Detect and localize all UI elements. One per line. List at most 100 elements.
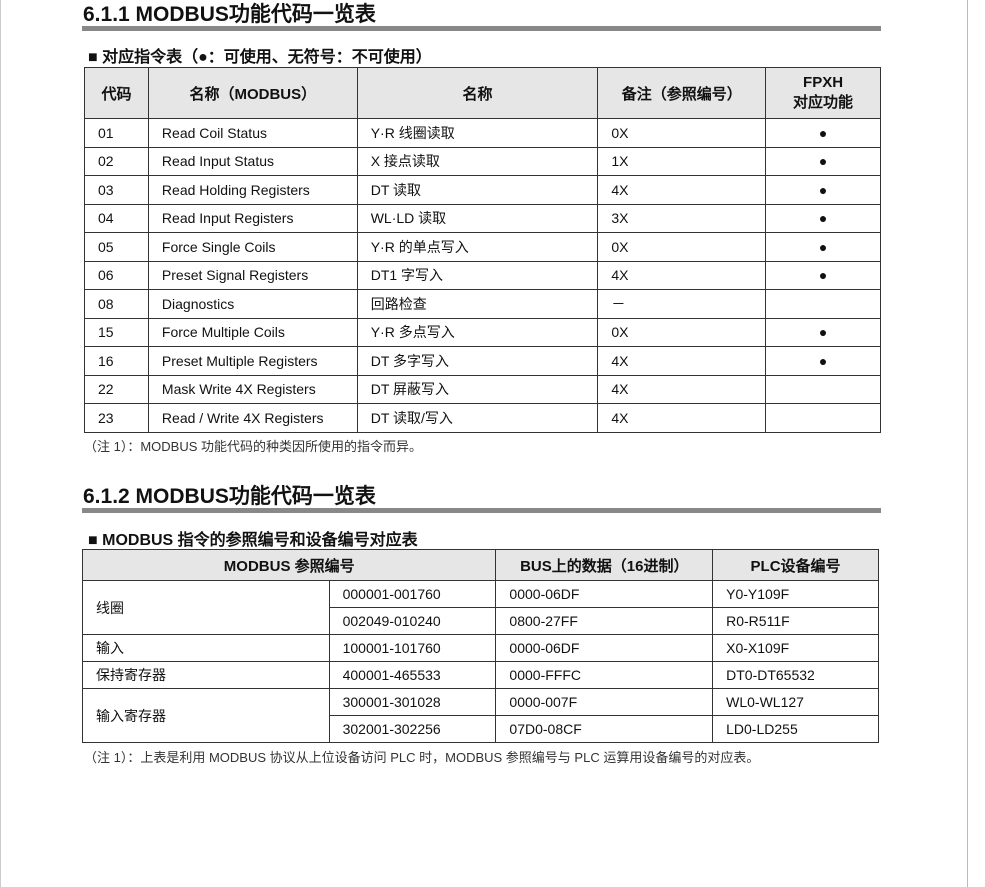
table-row: 302001-302256 07D0-08CF LD0-LD255 [83, 715, 879, 743]
table-cell: 01 [84, 118, 149, 148]
column-header: 名称（MODBUS） [147, 67, 358, 119]
table-cell: LD0-LD255 [712, 715, 879, 743]
table-row: 03 Read Holding Registers DT 读取 4X ● [84, 175, 881, 205]
table-row: 01 Read Coil Status Y·R 线圈读取 0X ● [84, 118, 881, 148]
table-cell: 22 [84, 374, 149, 404]
column-header: 备注（参照编号） [597, 67, 767, 119]
table-cell: 03 [84, 175, 149, 205]
table-cell: 15 [84, 317, 149, 347]
table-cell: 400001-465533 [328, 661, 497, 689]
table-row: 输入 100001-101760 0000-06DF X0-X109F [82, 634, 879, 662]
table-cell: 300001-301028 [328, 688, 497, 716]
table-cell: X0-X109F [712, 634, 879, 662]
table-row: 16 Preset Multiple Registers DT 多字写入 4X ● [84, 346, 881, 376]
column-header: PLC设备编号 [712, 549, 879, 581]
table-cell: 4X [597, 403, 767, 433]
table-cell: WL0-WL127 [712, 688, 879, 716]
table-cell: － [597, 289, 767, 319]
table-row: 22 Mask Write 4X Registers DT 屏蔽写入 4X [84, 374, 881, 404]
table-cell: 0000-06DF [495, 634, 714, 662]
table-cell: 1X [597, 146, 767, 176]
table-cell: DT0-DT65532 [712, 661, 879, 689]
table-cell: 05 [84, 232, 149, 262]
table-cell: Preset Signal Registers [147, 260, 358, 290]
device-type-cell: 保持寄存器 [82, 661, 330, 689]
table-cell: 4X [597, 346, 767, 376]
table-row: 线圈 000001-001760 0000-06DF Y0-Y109F [82, 580, 879, 635]
note-2: （注 1）：上表是利用 MODBUS 协议从上位设备访问 PLC 时，MODBU… [84, 750, 760, 765]
subtitle-2: ■ MODBUS 指令的参照编号和设备编号对应表 [88, 532, 418, 549]
reference-mapping-table: MODBUS 参照编号 BUS上的数据（16进制） PLC设备编号 线圈 000001-… [81, 549, 879, 743]
table-cell: DT 读取/写入 [356, 403, 599, 433]
supported-indicator [765, 374, 881, 404]
table-cell: Read Input Registers [147, 203, 358, 233]
table-cell: 0X [597, 232, 767, 262]
table-row: 02 Read Input Status X 接点读取 1X ● [84, 146, 881, 176]
table-cell: DT 多字写入 [356, 346, 599, 376]
device-type-cell: 线圈 [82, 580, 330, 635]
table-cell: 000001-001760 [328, 580, 497, 608]
supported-indicator: ● [765, 260, 881, 290]
table-cell: 06 [84, 260, 149, 290]
table-cell: Y·R 的单点写入 [356, 232, 599, 262]
supported-indicator: ● [765, 118, 881, 148]
table-cell: 23 [84, 403, 149, 433]
table-row: 保持寄存器 400001-465533 0000-FFFC DT0-DT65532 [82, 661, 879, 689]
table-cell: 4X [597, 175, 767, 205]
table-cell: 回路检查 [356, 289, 599, 319]
table-row: 输入寄存器 300001-301028 0000-007F WL0-WL127 [82, 688, 879, 743]
table-cell: Preset Multiple Registers [147, 346, 358, 376]
table-cell: 0800-27FF [495, 607, 714, 635]
table-cell: 4X [597, 374, 767, 404]
table-cell: 002049-010240 [328, 607, 497, 635]
table-cell: 100001-101760 [328, 634, 497, 662]
supported-indicator: ● [765, 346, 881, 376]
supported-indicator: ● [765, 203, 881, 233]
function-code-table: 代码 名称（MODBUS） 名称 备注（参照编号） FPXH 对应功能 01 Read Co… [84, 67, 881, 433]
supported-indicator: ● [765, 317, 881, 347]
column-header: 名称 [356, 67, 599, 119]
column-header: BUS上的数据（16进制） [495, 549, 714, 581]
table-cell: 07D0-08CF [495, 715, 714, 743]
device-type-cell: 输入 [82, 634, 330, 662]
section-title-612: 6.1.2 MODBUS功能代码一览表 [83, 485, 376, 508]
table-cell: DT 屏蔽写入 [356, 374, 599, 404]
table-cell: R0-R511F [712, 607, 879, 635]
subtitle-1: ■ 对应指令表（●：可使用、无符号：不可使用） [88, 49, 432, 66]
table-cell: DT1 字写入 [356, 260, 599, 290]
table-cell: 0000-FFFC [495, 661, 714, 689]
table-row: 08 Diagnostics 回路检查－ [84, 289, 881, 319]
table-cell: X 接点读取 [356, 146, 599, 176]
table-cell: Y·R 线圈读取 [356, 118, 599, 148]
table-row: 15 Force Multiple Coils Y·R 多点写入 0X ● [84, 317, 881, 347]
supported-indicator: ● [765, 175, 881, 205]
table-row: 05 Force Single Coils Y·R 的单点写入 0X ● [84, 232, 881, 262]
table-cell: Force Single Coils [147, 232, 358, 262]
supported-indicator [765, 403, 881, 433]
table-cell: Force Multiple Coils [147, 317, 358, 347]
column-header: 代码 [84, 67, 149, 119]
supported-indicator: ● [765, 232, 881, 262]
table-row: 23 Read / Write 4X Registers DT 读取/写入 4X [84, 403, 881, 433]
table-cell: Y0-Y109F [712, 580, 879, 608]
table-cell: Read Input Status [147, 146, 358, 176]
table-cell: 4X [597, 260, 767, 290]
column-header: MODBUS 参照编号 [81, 549, 497, 581]
table-row: 06 Preset Signal Registers DT1 字写入 4X ● [84, 260, 881, 290]
table-cell: 08 [84, 289, 149, 319]
table-cell: 302001-302256 [328, 715, 497, 743]
table-cell: 0000-06DF [495, 580, 714, 608]
table-cell: 0000-007F [495, 688, 714, 716]
table-cell: 04 [84, 203, 149, 233]
table-cell: Mask Write 4X Registers [147, 374, 358, 404]
table-cell: Diagnostics [147, 289, 358, 319]
note-1: （注 1）：MODBUS 功能代码的种类因所使用的指令而异。 [84, 439, 423, 454]
table-cell: Read Coil Status [147, 118, 358, 148]
table-cell: 0X [597, 317, 767, 347]
divider [82, 508, 881, 513]
supported-indicator [765, 289, 881, 319]
column-header: FPXH 对应功能 [765, 67, 881, 119]
table-cell: Read Holding Registers [147, 175, 358, 205]
section-title-611: 6.1.1 MODBUS功能代码一览表 [83, 3, 376, 26]
